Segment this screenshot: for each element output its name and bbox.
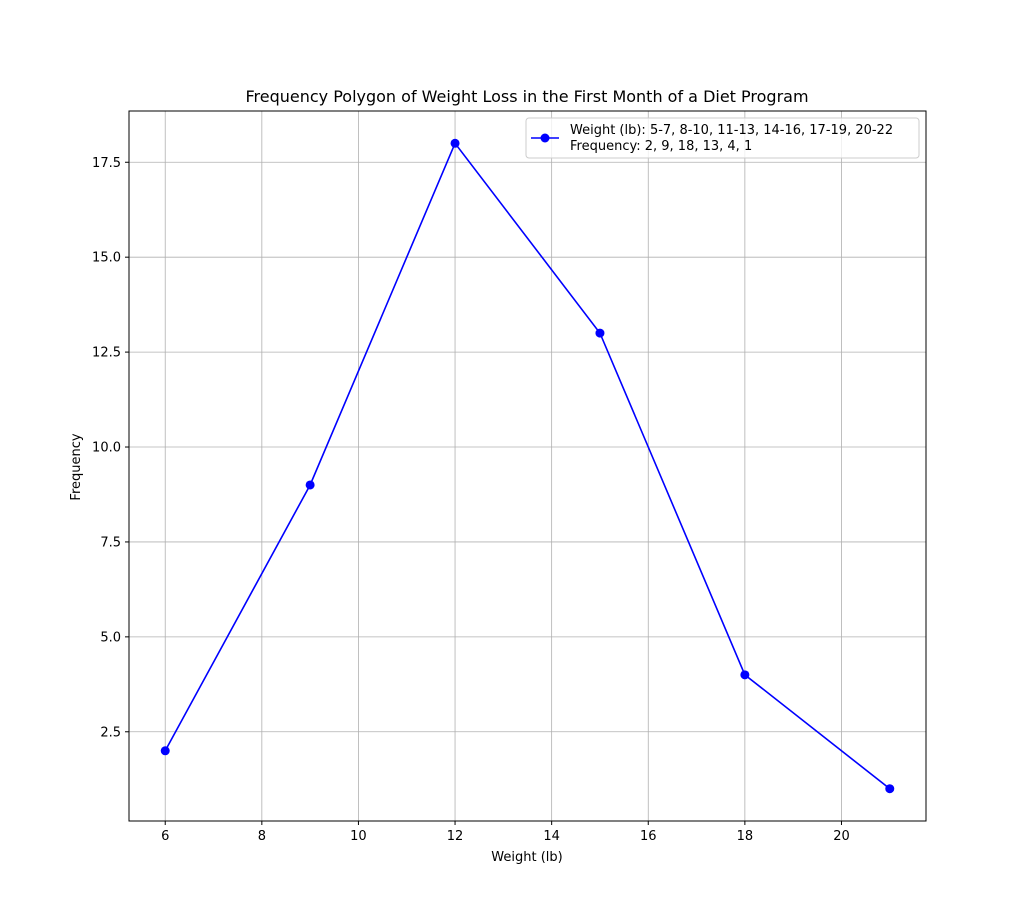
x-axis-label: Weight (lb) — [491, 850, 562, 865]
series-line-layer — [160, 138, 895, 794]
data-point — [595, 328, 605, 338]
y-tick-label: 17.5 — [92, 156, 121, 171]
x-tick-label: 6 — [161, 829, 169, 844]
x-tick-label: 14 — [543, 829, 560, 844]
x-tick-label: 12 — [447, 829, 464, 844]
grid — [129, 111, 926, 821]
y-tick-label: 15.0 — [92, 251, 121, 266]
data-point — [740, 670, 750, 680]
y-tick-label: 5.0 — [100, 630, 121, 645]
y-tick-label: 12.5 — [92, 346, 121, 361]
x-tick-label: 18 — [737, 829, 754, 844]
data-point — [160, 746, 170, 756]
legend-label-line1: Weight (lb): 5-7, 8-10, 11-13, 14-16, 17… — [570, 123, 893, 138]
legend-marker-swatch — [540, 133, 550, 143]
axis-ticks: 6 8 10 12 14 16 18 20 2.5 5.0 7.5 10.0 12.5 15.0 17.5 — [92, 156, 850, 844]
data-point — [885, 784, 895, 794]
chart-title: Frequency Polygon of Weight Loss in the … — [245, 87, 808, 106]
y-axis-label: Frequency — [69, 433, 84, 500]
legend-box — [525, 117, 920, 159]
y-tick-label: 10.0 — [92, 441, 121, 456]
series-line — [164, 141, 891, 790]
x-tick-label: 10 — [350, 829, 367, 844]
x-tick-label: 8 — [258, 829, 266, 844]
data-point — [450, 138, 460, 148]
legend: Weight (lb): 5-7, 8-10, 11-13, 14-16, 17… — [525, 117, 920, 159]
x-tick-label: 20 — [833, 829, 850, 844]
legend-label-line2: Frequency: 2, 9, 18, 13, 4, 1 — [570, 139, 752, 154]
y-tick-label: 7.5 — [100, 535, 121, 550]
x-tick-label: 16 — [640, 829, 657, 844]
data-point — [305, 480, 315, 490]
plot-frame — [128, 110, 927, 822]
y-tick-label: 2.5 — [100, 725, 121, 740]
